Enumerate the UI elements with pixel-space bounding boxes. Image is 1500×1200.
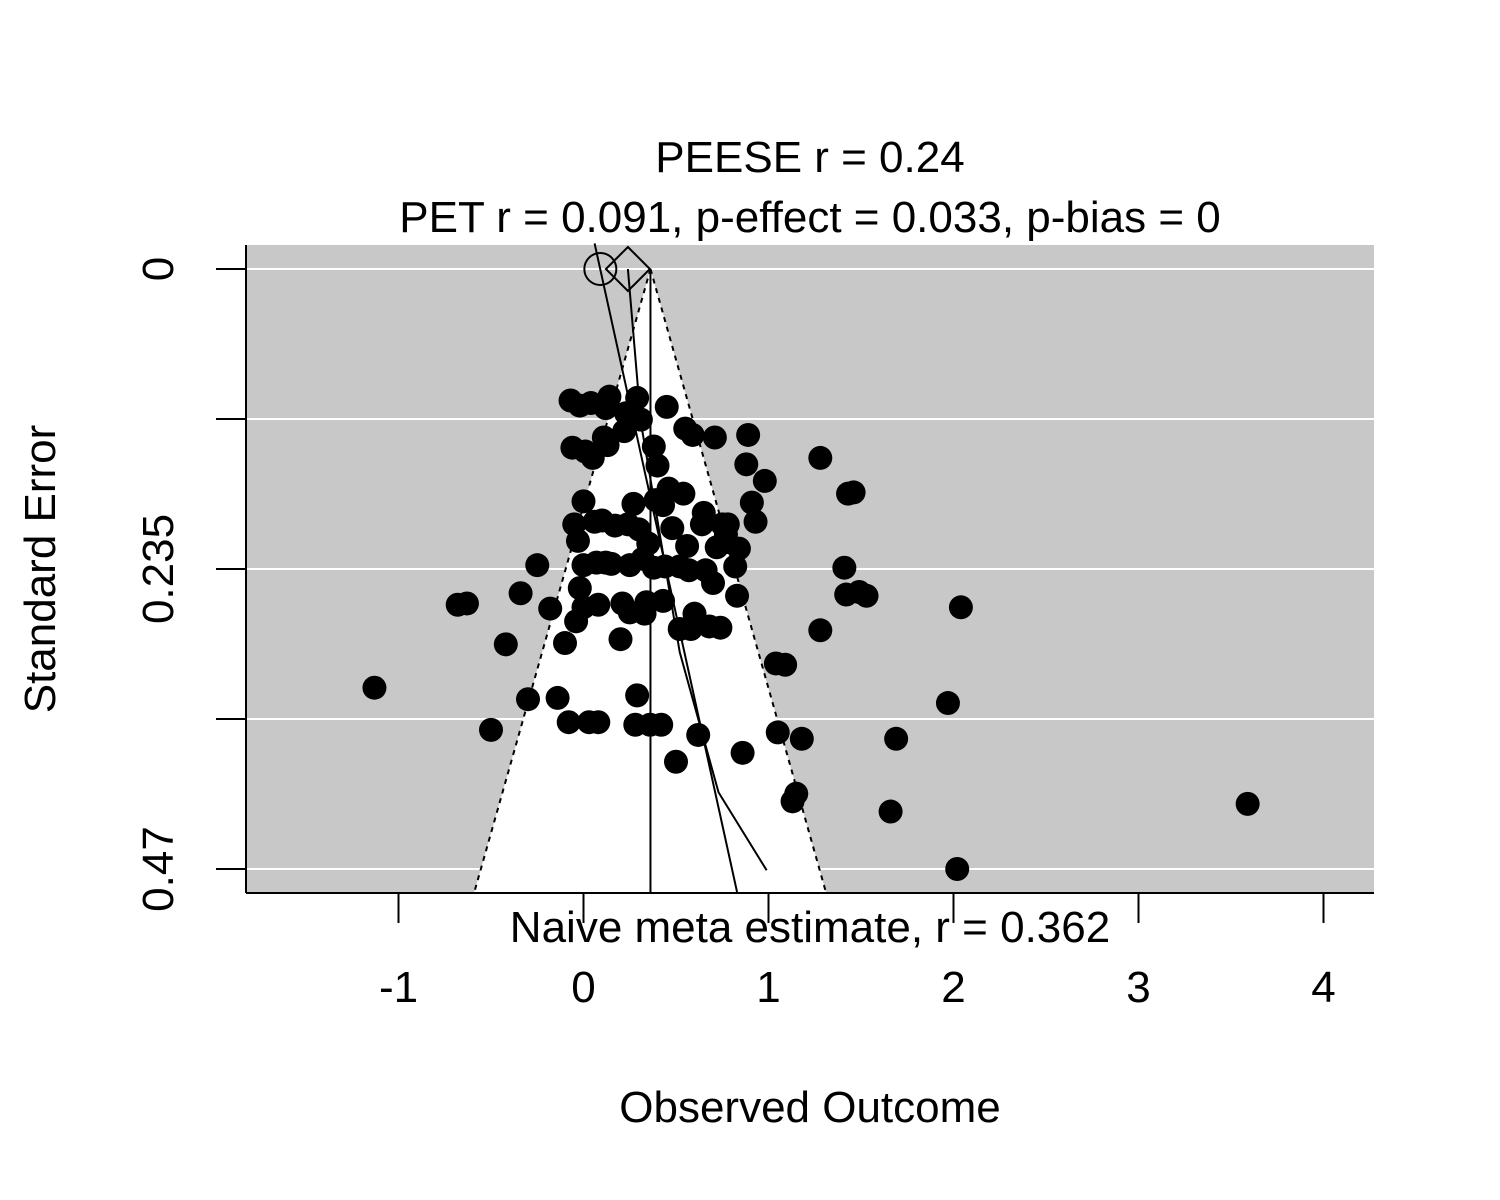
data-point	[479, 717, 503, 742]
data-point	[743, 509, 768, 534]
data-point	[784, 781, 809, 806]
y-tick-label: 0	[134, 257, 183, 281]
data-point	[586, 592, 611, 617]
data-point	[625, 683, 650, 708]
y-tick-label: 0.235	[134, 514, 183, 624]
data-point	[841, 480, 866, 505]
data-point	[736, 422, 761, 447]
data-point	[595, 433, 620, 458]
data-point	[884, 726, 909, 751]
data-point	[565, 528, 590, 553]
data-point	[597, 384, 622, 409]
data-point	[686, 722, 711, 747]
data-point	[808, 618, 833, 643]
data-point	[691, 500, 716, 525]
data-point	[651, 588, 676, 613]
data-point	[571, 489, 596, 514]
data-point	[649, 712, 674, 737]
data-point	[493, 632, 518, 657]
data-point	[628, 407, 653, 432]
data-point	[641, 434, 666, 459]
data-point	[948, 595, 973, 620]
data-point	[808, 445, 833, 470]
data-point	[765, 720, 790, 745]
data-point	[671, 481, 696, 506]
data-point	[945, 857, 970, 881]
data-point	[664, 749, 688, 774]
data-point	[675, 534, 700, 559]
data-point	[660, 516, 685, 541]
x-tick-label: -1	[379, 963, 418, 1012]
data-point	[654, 394, 679, 419]
data-point	[608, 627, 633, 652]
data-point	[538, 596, 563, 621]
data-point	[1235, 791, 1260, 816]
data-point	[645, 453, 670, 478]
data-point	[723, 554, 748, 579]
data-point	[676, 558, 701, 583]
funnel-left-edge	[473, 268, 652, 893]
data-point	[454, 591, 479, 616]
data-point	[362, 675, 387, 700]
grid-lines	[246, 268, 1374, 870]
naive-estimate-annotation: Naive meta estimate, r = 0.362	[510, 903, 1110, 952]
data-point	[516, 687, 540, 712]
data-point	[567, 576, 592, 601]
x-tick-label: 1	[756, 963, 780, 1012]
data-point	[752, 468, 777, 493]
data-point	[680, 422, 705, 447]
data-point	[553, 631, 577, 656]
y-axis-label: Standard Error	[16, 425, 65, 714]
x-axis-label: Observed Outcome	[619, 1083, 1001, 1132]
data-point	[739, 490, 764, 515]
data-point	[832, 555, 857, 580]
data-point	[702, 425, 727, 450]
data-point	[621, 491, 646, 516]
x-tick-label: 4	[1311, 963, 1335, 1012]
data-point	[734, 452, 759, 477]
data-point	[935, 691, 960, 716]
data-point	[854, 583, 879, 608]
funnel-right-edge	[649, 268, 827, 893]
data-point	[599, 551, 624, 576]
pet-estimate-marker	[583, 252, 618, 286]
data-point	[586, 710, 611, 735]
x-tick-label: 2	[941, 963, 965, 1012]
y-tick-label: 0.47	[134, 826, 183, 912]
data-points	[362, 384, 1260, 881]
data-point	[545, 685, 570, 710]
data-point	[701, 571, 725, 596]
data-point	[789, 726, 814, 751]
x-tick-label: 0	[571, 963, 595, 1012]
peese-regression-curve	[626, 268, 768, 871]
x-tick-label: 3	[1126, 963, 1150, 1012]
data-point	[636, 531, 661, 556]
data-point	[773, 652, 798, 677]
peese-estimate-marker	[604, 245, 652, 293]
data-point	[625, 385, 650, 410]
data-point	[525, 553, 550, 578]
data-point	[878, 799, 903, 824]
data-point	[556, 710, 581, 735]
data-point	[730, 740, 755, 765]
axes: -1 0 1 2 3 4 0 0.235 0.47	[134, 245, 1374, 1012]
data-point	[708, 615, 733, 640]
data-point	[715, 512, 740, 537]
data-point	[508, 581, 533, 606]
chart-title-line-1: PEESE r = 0.24	[655, 133, 964, 182]
data-point	[725, 583, 750, 608]
chart-title-line-2: PET r = 0.091, p-effect = 0.033, p-bias …	[399, 193, 1220, 242]
data-point	[726, 536, 751, 561]
